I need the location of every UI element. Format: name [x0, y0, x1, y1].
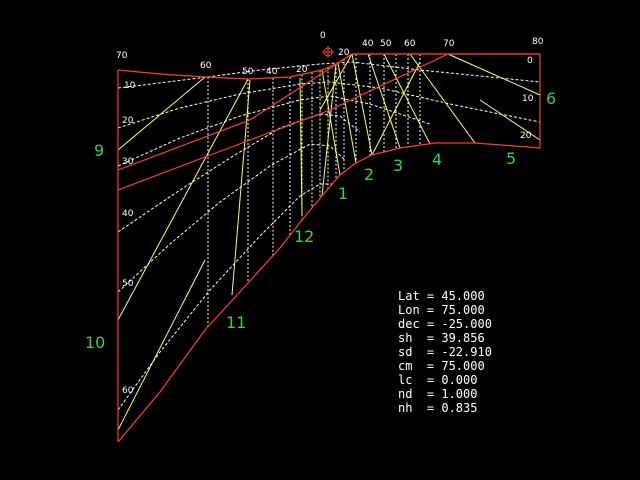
equinox-line — [117, 53, 449, 191]
left-tick-label: 20 — [122, 116, 134, 126]
hour-line — [409, 53, 476, 144]
boundary-curves — [117, 53, 541, 443]
hour-line — [337, 62, 357, 164]
hour-label: 4 — [432, 150, 442, 169]
left-tick-label: 40 — [122, 209, 134, 219]
altitude-curve — [117, 143, 346, 293]
altitude-curves — [117, 61, 541, 411]
hour-label: 11 — [226, 313, 246, 332]
hour-label: 3 — [393, 156, 403, 175]
right-tick-label: 10 — [522, 94, 534, 104]
top-tick-label: 20 — [338, 48, 350, 58]
top-tick-label: 70 — [116, 51, 128, 61]
readout-line: cm = 75.000 — [398, 359, 485, 373]
hour-line — [299, 77, 303, 216]
altitude-curve — [117, 183, 335, 411]
left-tick-label: 30 — [122, 157, 134, 167]
hour-line — [351, 53, 373, 156]
top-tick-label: 20 — [296, 65, 308, 75]
hour-line — [383, 53, 431, 145]
right-tick-label: 20 — [520, 131, 532, 141]
hour-label: 2 — [364, 165, 374, 184]
hour-label: 12 — [294, 227, 314, 246]
top-tick-label: 40 — [362, 39, 374, 49]
left-tick-labels: 10 20 30 40 50 60 — [122, 81, 136, 396]
altitude-curve — [117, 95, 431, 167]
hour-line — [117, 259, 206, 431]
hour-line — [319, 53, 353, 111]
top-tick-label: 50 — [380, 39, 392, 49]
top-boundary — [117, 53, 540, 80]
readout-line: sh = 39.856 — [398, 331, 485, 345]
bottom-boundary — [117, 142, 541, 443]
crosshair-circle-icon — [322, 46, 334, 58]
solstice-line — [117, 53, 353, 171]
right-tick-labels: 0 10 20 — [520, 56, 534, 141]
hour-lines — [117, 53, 541, 431]
left-tick-label: 60 — [122, 386, 134, 396]
altitude-curve — [117, 113, 361, 233]
top-tick-label: 70 — [443, 39, 455, 49]
hour-line — [367, 53, 401, 149]
top-tick-label: 60 — [404, 39, 416, 49]
readout-line: nh = 0.835 — [398, 401, 477, 415]
readout-line: Lat = 45.000 — [398, 289, 485, 303]
hour-line — [117, 76, 206, 151]
hour-line — [321, 69, 341, 176]
hour-line — [231, 79, 251, 296]
top-tick-label: 80 — [532, 37, 544, 47]
top-tick-label: 60 — [200, 61, 212, 71]
hour-line — [117, 78, 249, 321]
readout-line: lc = 0.000 — [398, 373, 477, 387]
hour-line — [371, 61, 421, 156]
left-tick-label: 10 — [124, 81, 136, 91]
hour-label: 5 — [506, 149, 516, 168]
right-tick-label: 0 — [527, 56, 533, 66]
hour-line — [447, 53, 541, 96]
readout-line: nd = 1.000 — [398, 387, 477, 401]
hour-label: 6 — [546, 89, 556, 108]
altitude-curve — [117, 61, 541, 89]
hour-line — [479, 99, 541, 141]
altitude-curve — [117, 81, 541, 129]
top-tick-labels: 70 60 50 40 20 0 20 40 50 60 70 80 — [116, 31, 544, 77]
top-tick-label: 50 — [242, 67, 254, 77]
hour-label: 1 — [338, 184, 348, 203]
readout-line: Lon = 75.000 — [398, 303, 485, 317]
readout-line: dec = -25.000 — [398, 317, 492, 331]
readout-line: sd = -22.910 — [398, 345, 492, 359]
hour-label: 10 — [85, 333, 105, 352]
left-tick-label: 50 — [122, 279, 134, 289]
top-tick-label: 0 — [320, 31, 326, 41]
top-tick-label: 40 — [266, 67, 278, 77]
hour-label: 9 — [94, 141, 104, 160]
